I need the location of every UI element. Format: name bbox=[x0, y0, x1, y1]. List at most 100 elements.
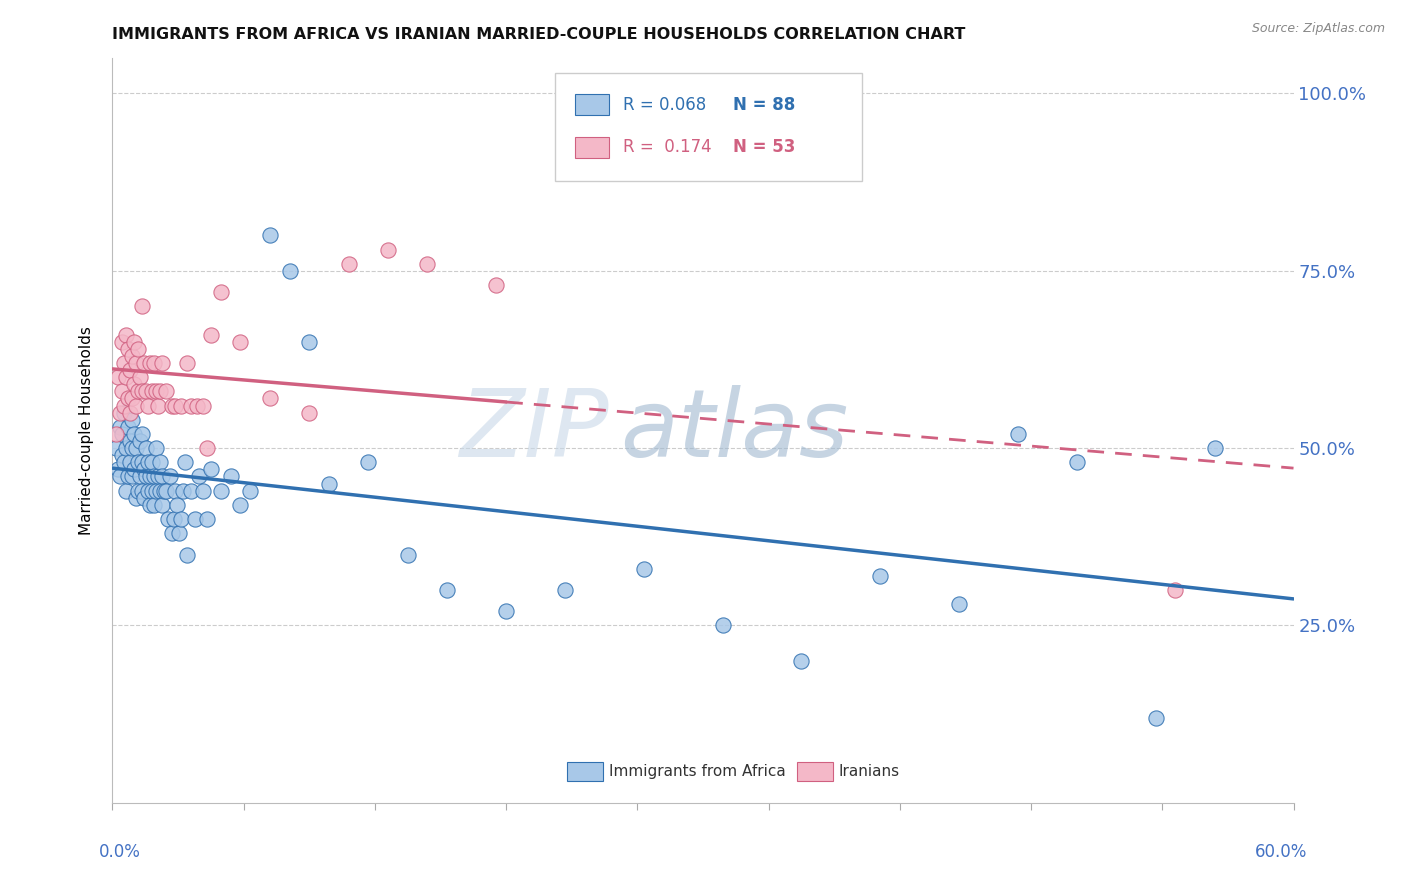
Point bbox=[111, 384, 134, 399]
Point bbox=[298, 406, 321, 420]
Point bbox=[112, 406, 135, 420]
Point bbox=[141, 384, 163, 399]
Text: atlas: atlas bbox=[620, 384, 849, 476]
Point bbox=[135, 469, 157, 483]
Point bbox=[396, 548, 419, 562]
Point bbox=[318, 476, 340, 491]
Point bbox=[169, 526, 191, 541]
Point bbox=[135, 441, 157, 455]
Point bbox=[122, 462, 145, 476]
Point bbox=[125, 399, 148, 413]
Point bbox=[121, 413, 143, 427]
Point bbox=[117, 469, 139, 483]
Point bbox=[172, 483, 194, 498]
Point bbox=[127, 483, 149, 498]
Point bbox=[357, 455, 380, 469]
Point bbox=[149, 483, 172, 498]
Point bbox=[1144, 711, 1167, 725]
Point bbox=[259, 392, 281, 406]
FancyBboxPatch shape bbox=[555, 73, 862, 181]
Text: 0.0%: 0.0% bbox=[98, 843, 141, 861]
Point bbox=[120, 406, 142, 420]
Text: N = 53: N = 53 bbox=[733, 138, 794, 156]
Point bbox=[142, 356, 165, 370]
Point bbox=[166, 498, 188, 512]
Point bbox=[111, 334, 134, 349]
Point bbox=[115, 441, 138, 455]
Point bbox=[191, 399, 214, 413]
Point bbox=[121, 349, 143, 363]
Point bbox=[107, 462, 129, 476]
Point bbox=[195, 512, 218, 526]
Point bbox=[122, 334, 145, 349]
Point bbox=[155, 384, 177, 399]
Point bbox=[131, 483, 153, 498]
Point bbox=[156, 512, 179, 526]
Point bbox=[131, 384, 153, 399]
Point bbox=[176, 548, 198, 562]
Point bbox=[1066, 455, 1088, 469]
Point bbox=[112, 356, 135, 370]
Text: Iranians: Iranians bbox=[839, 764, 900, 779]
Point bbox=[209, 483, 232, 498]
Point bbox=[121, 441, 143, 455]
Text: N = 88: N = 88 bbox=[733, 96, 794, 114]
Point bbox=[150, 498, 173, 512]
Bar bbox=[575, 137, 609, 158]
Point bbox=[115, 370, 138, 384]
Bar bbox=[797, 762, 832, 781]
Bar bbox=[567, 762, 603, 781]
Point bbox=[141, 455, 163, 469]
Point bbox=[155, 483, 177, 498]
Point bbox=[136, 483, 159, 498]
Y-axis label: Married-couple Households: Married-couple Households bbox=[79, 326, 94, 535]
Point bbox=[160, 399, 183, 413]
Point bbox=[149, 384, 172, 399]
Point bbox=[1007, 426, 1029, 441]
Point bbox=[180, 399, 202, 413]
Text: Immigrants from Africa: Immigrants from Africa bbox=[609, 764, 786, 779]
Point bbox=[127, 455, 149, 469]
Point bbox=[139, 356, 162, 370]
Point bbox=[165, 399, 187, 413]
Point bbox=[200, 462, 222, 476]
Point bbox=[170, 399, 193, 413]
Point bbox=[188, 469, 211, 483]
Point bbox=[141, 483, 163, 498]
Point bbox=[180, 483, 202, 498]
Point bbox=[136, 399, 159, 413]
Point bbox=[191, 483, 214, 498]
Point bbox=[110, 420, 132, 434]
Point bbox=[136, 455, 159, 469]
Point bbox=[131, 426, 153, 441]
Point bbox=[495, 604, 517, 618]
Point bbox=[135, 384, 157, 399]
Text: ZIP: ZIP bbox=[458, 384, 609, 476]
Point bbox=[120, 455, 142, 469]
Point bbox=[127, 384, 149, 399]
Point bbox=[1204, 441, 1226, 455]
Point bbox=[131, 455, 153, 469]
Point bbox=[229, 334, 252, 349]
Point bbox=[132, 491, 155, 505]
Text: R =  0.174: R = 0.174 bbox=[623, 138, 711, 156]
Point bbox=[111, 426, 134, 441]
Text: IMMIGRANTS FROM AFRICA VS IRANIAN MARRIED-COUPLE HOUSEHOLDS CORRELATION CHART: IMMIGRANTS FROM AFRICA VS IRANIAN MARRIE… bbox=[112, 27, 966, 42]
Point bbox=[948, 597, 970, 611]
Point bbox=[146, 469, 169, 483]
Point bbox=[554, 582, 576, 597]
Point bbox=[229, 498, 252, 512]
Point bbox=[186, 399, 208, 413]
Point bbox=[195, 441, 218, 455]
Point bbox=[115, 327, 138, 342]
Point bbox=[117, 420, 139, 434]
Point bbox=[150, 356, 173, 370]
Point bbox=[711, 618, 734, 632]
Point bbox=[633, 562, 655, 576]
Point bbox=[149, 455, 172, 469]
Point bbox=[125, 441, 148, 455]
Point bbox=[121, 469, 143, 483]
Point bbox=[416, 257, 439, 271]
Point bbox=[129, 469, 152, 483]
Point bbox=[209, 285, 232, 299]
